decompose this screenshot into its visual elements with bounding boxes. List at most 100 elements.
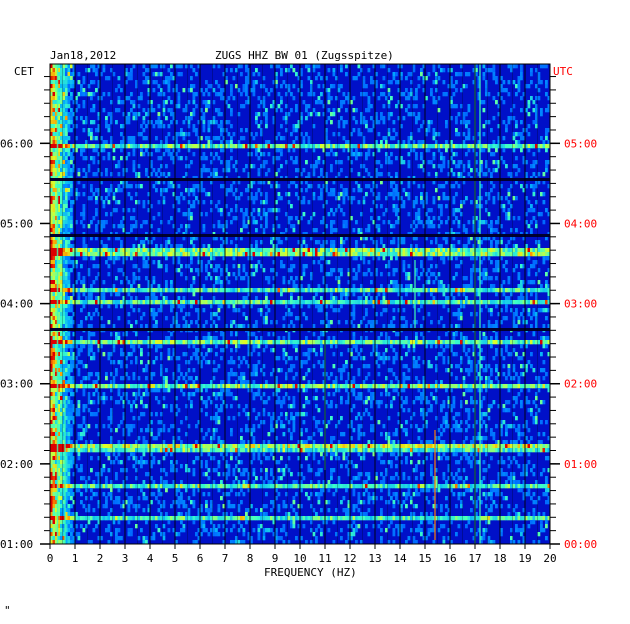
heatmap-cell [370, 340, 373, 345]
heatmap-cell [440, 208, 443, 213]
heatmap-cell [527, 224, 531, 229]
heatmap-cell [142, 116, 146, 121]
heatmap-cell [212, 336, 216, 341]
heatmap-cell [75, 300, 78, 305]
heatmap-cell [457, 208, 461, 213]
heatmap-cell [57, 200, 61, 205]
heatmap-cell [65, 240, 68, 245]
heatmap-cell [160, 72, 163, 77]
heatmap-cell [120, 240, 123, 245]
heatmap-cell [377, 132, 381, 137]
heatmap-cell [447, 164, 451, 169]
heatmap-cell [415, 300, 418, 305]
heatmap-cell [340, 288, 343, 293]
heatmap-cell [460, 340, 463, 345]
heatmap-cell [235, 84, 238, 89]
heatmap-cell [370, 116, 373, 121]
heatmap-cell [410, 340, 413, 345]
heatmap-cell [442, 340, 446, 345]
heatmap-cell [60, 196, 63, 201]
heatmap-cell [422, 336, 426, 341]
heatmap-cell [72, 80, 76, 85]
heatmap-cell [260, 216, 263, 221]
heatmap-cell [325, 260, 328, 265]
heatmap-cell [57, 332, 61, 337]
heatmap-cell [60, 156, 63, 161]
heatmap-cell [440, 68, 443, 73]
heatmap-cell [90, 236, 93, 241]
heatmap-cell [50, 244, 53, 249]
heatmap-cell [247, 252, 251, 257]
heatmap-cell [382, 324, 386, 329]
heatmap-cell [447, 144, 451, 149]
heatmap-cell [127, 144, 131, 149]
heatmap-cell [432, 152, 436, 157]
heatmap-cell [202, 252, 206, 257]
heatmap-cell [257, 156, 261, 161]
heatmap-cell [172, 116, 176, 121]
heatmap-cell [157, 248, 161, 253]
heatmap-cell [340, 184, 343, 189]
heatmap-cell [370, 76, 373, 81]
heatmap-cell [535, 252, 538, 257]
heatmap-cell [152, 288, 156, 293]
heatmap-cell [177, 92, 181, 97]
heatmap-cell [65, 108, 68, 113]
heatmap-cell [345, 296, 348, 301]
heatmap-cell [212, 144, 216, 149]
heatmap-cell [342, 188, 346, 193]
heatmap-cell [512, 132, 516, 137]
heatmap-cell [190, 260, 193, 265]
heatmap-cell [385, 300, 388, 305]
heatmap-cell [367, 152, 371, 157]
heatmap-cell [270, 88, 273, 93]
heatmap-cell [267, 288, 271, 293]
heatmap-cell [365, 340, 368, 345]
heatmap-cell [455, 208, 458, 213]
heatmap-cell [90, 132, 93, 137]
heatmap-cell [130, 140, 133, 145]
heatmap-cell [540, 212, 543, 217]
heatmap-cell [477, 140, 481, 145]
heatmap-cell [247, 76, 251, 81]
heatmap-cell [402, 204, 406, 209]
heatmap-cell [382, 76, 386, 81]
heatmap-cell [402, 140, 406, 145]
heatmap-cell [52, 228, 56, 233]
heatmap-cell [367, 292, 371, 297]
heatmap-cell [82, 344, 86, 349]
heatmap-cell [92, 280, 96, 285]
heatmap-cell [312, 92, 316, 97]
heatmap-cell [90, 332, 93, 337]
heatmap-cell [472, 220, 476, 225]
heatmap-cell [345, 224, 348, 229]
heatmap-cell [322, 244, 326, 249]
heatmap-cell [50, 92, 53, 97]
heatmap-cell [257, 340, 261, 345]
heatmap-cell [352, 252, 356, 257]
heatmap-cell [262, 144, 266, 149]
heatmap-cell [352, 144, 356, 149]
heatmap-cell [305, 336, 308, 341]
heatmap-cell [407, 184, 411, 189]
heatmap-cell [307, 112, 311, 117]
heatmap-cell [202, 344, 206, 349]
heatmap-cell [187, 208, 191, 213]
heatmap-cell [65, 124, 68, 129]
heatmap-cell [525, 196, 528, 201]
heatmap-cell [225, 240, 228, 245]
heatmap-cell [62, 136, 66, 141]
heatmap-cell [470, 284, 473, 289]
heatmap-cell [400, 240, 403, 245]
heatmap-cell [305, 160, 308, 165]
heatmap-cell [425, 148, 428, 153]
heatmap-cell [290, 312, 293, 317]
heatmap-cell [527, 300, 531, 305]
heatmap-cell [287, 252, 291, 257]
heatmap-cell [182, 196, 186, 201]
heatmap-cell [55, 292, 58, 297]
heatmap-cell [267, 152, 271, 157]
heatmap-cell [57, 312, 61, 317]
heatmap-cell [112, 148, 116, 153]
heatmap-cell [60, 188, 63, 193]
